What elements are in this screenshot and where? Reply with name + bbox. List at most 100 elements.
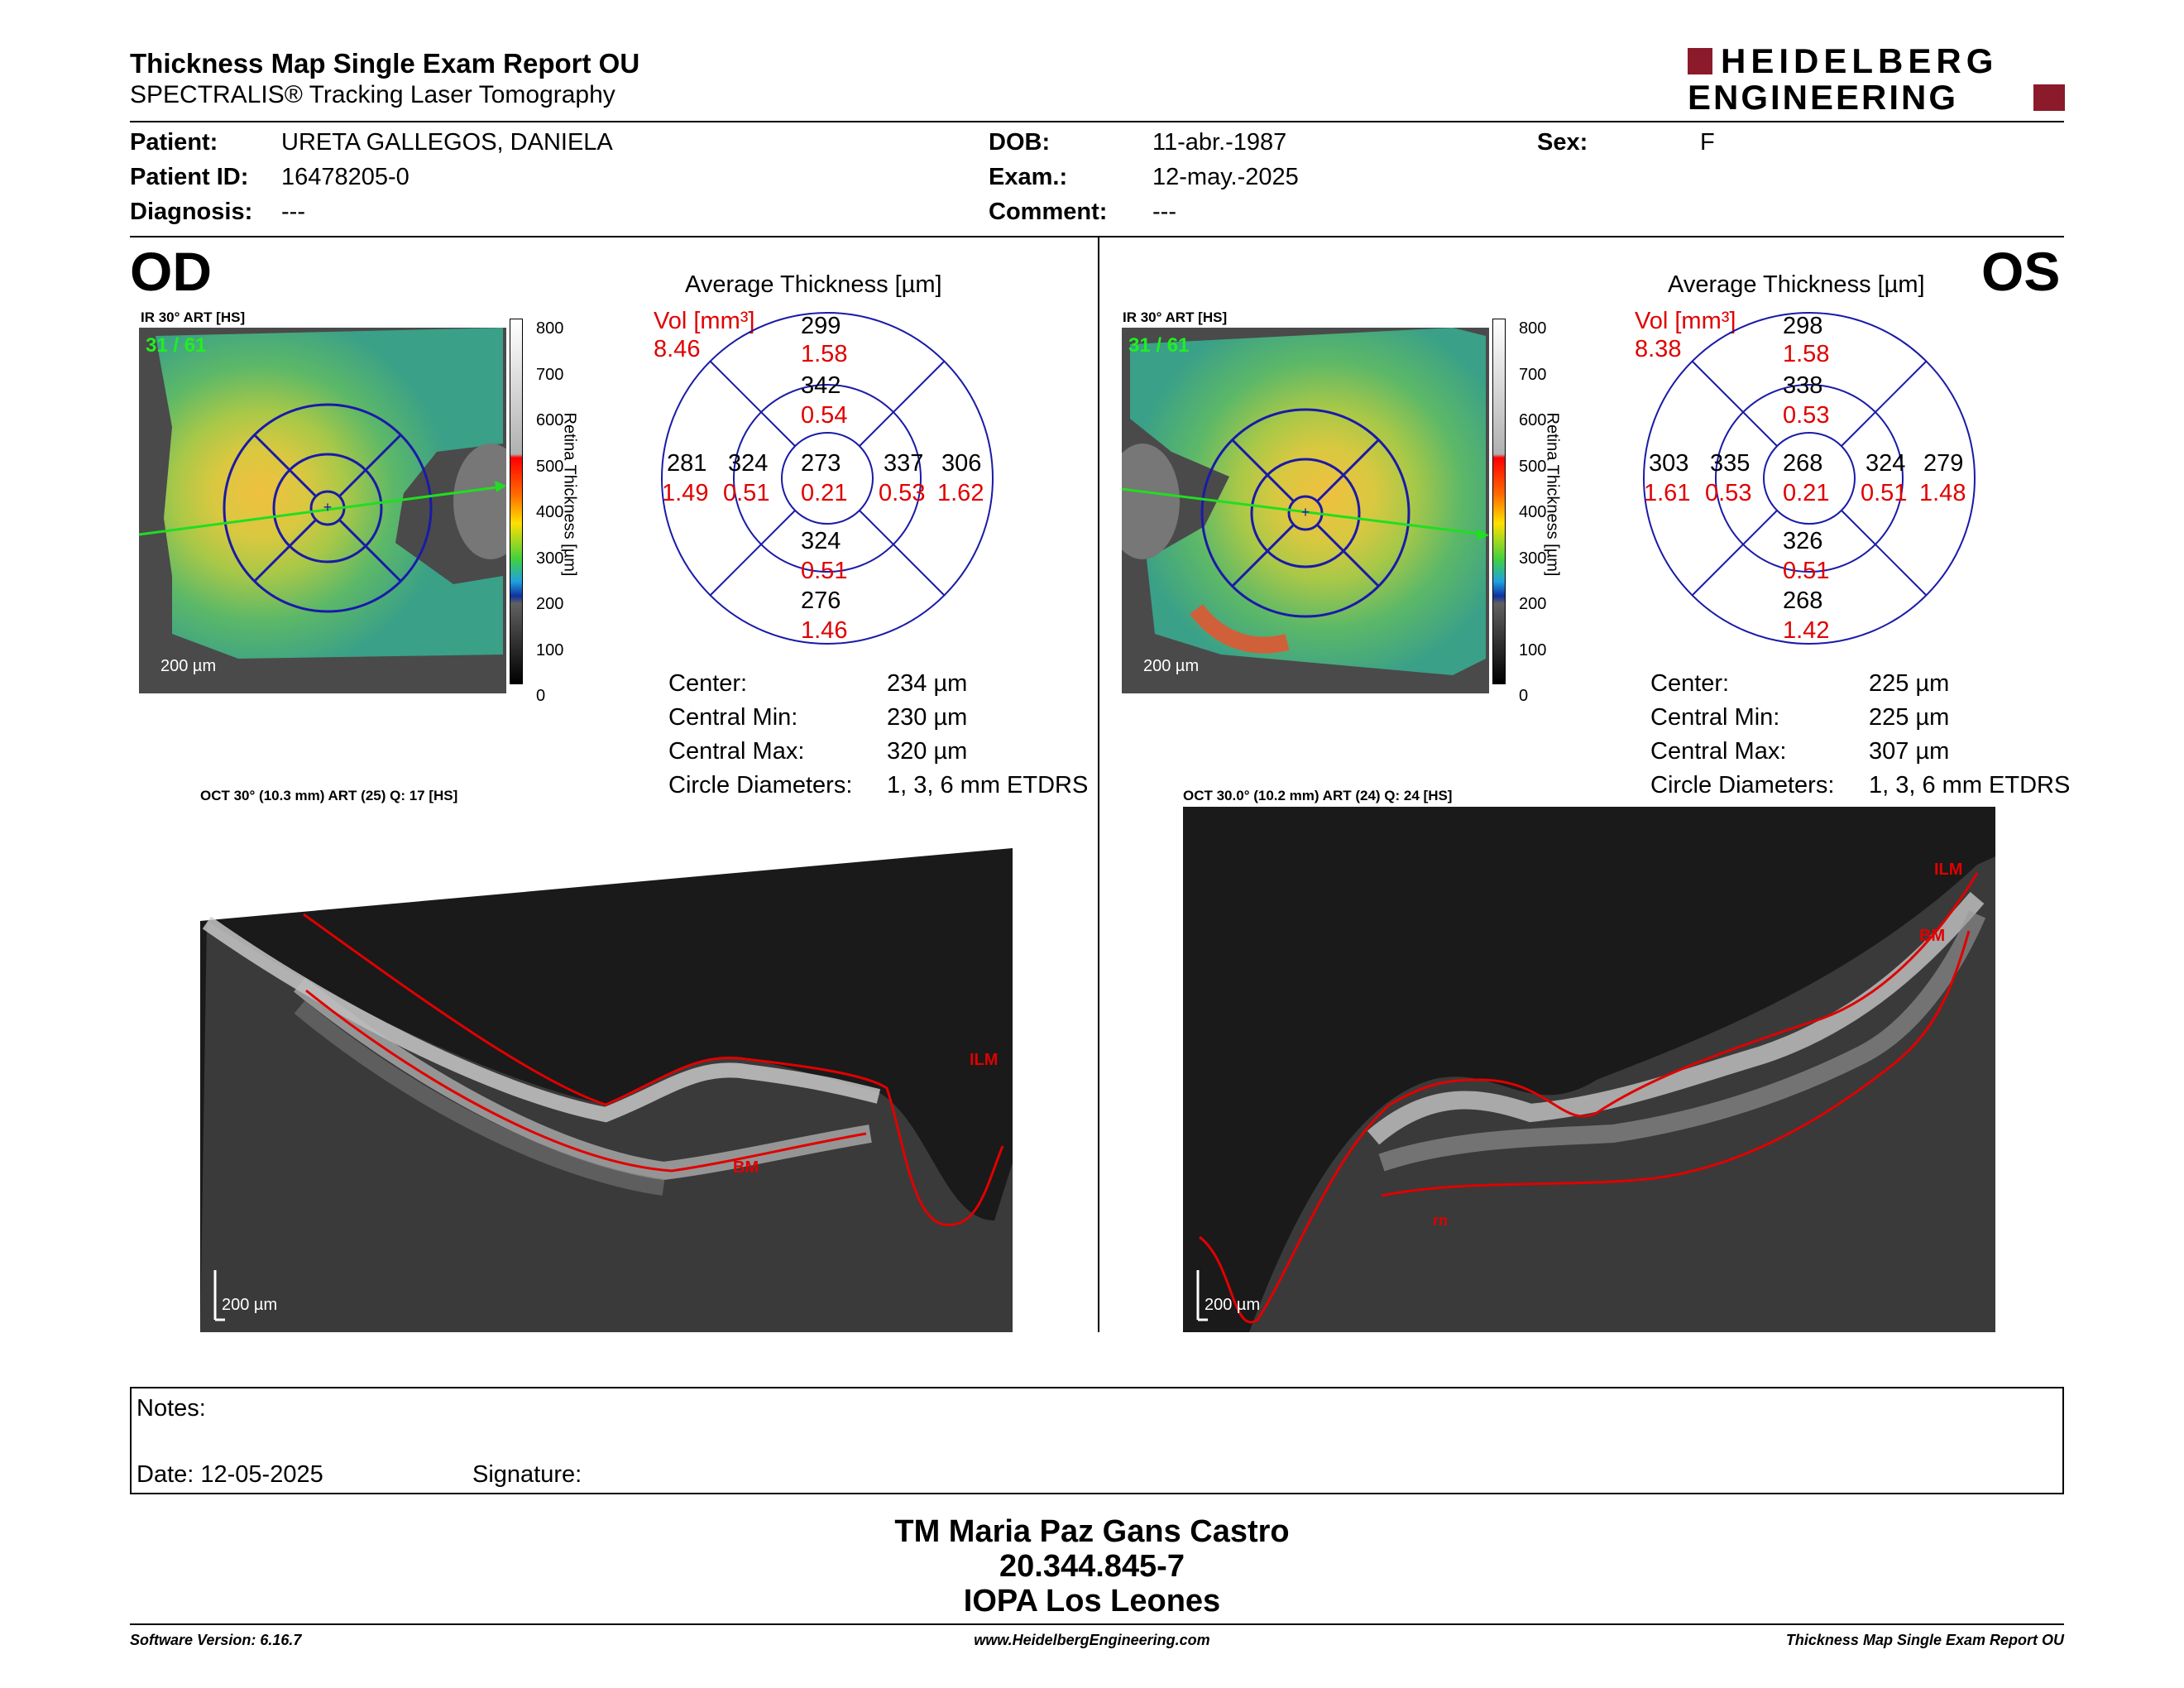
od-center-vol: 0.21 — [801, 480, 848, 506]
patient-name: URETA GALLEGOS, DANIELA — [281, 129, 613, 156]
od-inner-right-vol: 0.53 — [879, 480, 926, 506]
os-outer-left-vol: 1.61 — [1644, 480, 1691, 506]
footer-software: Software Version: 6.16.7 — [130, 1632, 302, 1648]
eye-divider — [1098, 237, 1099, 1332]
od-ir-scale: 200 µm — [160, 657, 217, 675]
od-center-thick: 273 — [801, 450, 841, 477]
od-colorbar — [510, 319, 523, 684]
notes-box[interactable]: Notes: Date: 12-05-2025 Signature: — [130, 1387, 2064, 1494]
os-tick-200: 200 — [1519, 595, 1547, 613]
os-rn-label: rn — [1433, 1212, 1448, 1229]
od-tick-300: 300 — [536, 549, 564, 568]
od-stat-center-label: Center: — [668, 670, 748, 697]
patient-id-label: Patient ID: — [130, 164, 249, 190]
patient-divider — [130, 236, 2064, 237]
heidelberg-logo: HEIDELBERG ENGINEERING — [1688, 41, 2068, 116]
exam-label: Exam.: — [989, 164, 1068, 190]
diagnosis-value: --- — [281, 199, 305, 225]
os-tick-0: 0 — [1519, 687, 1529, 705]
od-tick-200: 200 — [536, 595, 564, 613]
os-inner-inf-thick: 326 — [1783, 528, 1823, 554]
os-colorbar-ticks: 800 700 600 500 400 300 200 100 0 — [1519, 306, 1546, 720]
os-colorbar-label: Retina Thickness [µm] — [1543, 412, 1562, 577]
od-inner-left-vol: 0.51 — [723, 480, 770, 506]
os-inner-sup-vol: 0.53 — [1783, 402, 1830, 429]
date-label: Date: 12-05-2025 — [136, 1461, 323, 1488]
od-tick-400: 400 — [536, 503, 564, 521]
report-subtitle: SPECTRALIS® Tracking Laser Tomography — [130, 81, 615, 108]
os-thickness-map: + — [1122, 328, 1489, 693]
od-ilm-label: ILM — [970, 1051, 999, 1069]
os-bm-label: BM — [1919, 927, 1946, 945]
os-outer-left-thick: 303 — [1649, 450, 1689, 477]
os-oct-bscan — [1183, 807, 1995, 1332]
od-stat-min-label: Central Min: — [668, 704, 798, 731]
sex-value: F — [1700, 129, 1715, 156]
os-center-thick: 268 — [1783, 450, 1823, 477]
od-thickness-map: + — [139, 328, 506, 693]
footer-report: Thickness Map Single Exam Report OU — [1785, 1632, 2064, 1648]
od-outer-sup-vol: 1.58 — [801, 341, 848, 367]
od-tick-500: 500 — [536, 457, 564, 476]
od-oct-bscan — [200, 807, 1013, 1332]
os-ring-title: Average Thickness [µm] — [1668, 271, 1925, 298]
os-tick-500: 500 — [1519, 457, 1547, 476]
od-inner-inf-thick: 324 — [801, 528, 841, 554]
od-oct-scale: 200 µm — [222, 1296, 278, 1314]
od-tick-800: 800 — [536, 319, 564, 338]
os-ir-scale: 200 µm — [1143, 657, 1200, 675]
exam-value: 12-may.-2025 — [1152, 164, 1299, 190]
os-etdrs-grid — [1643, 312, 1976, 645]
os-inner-sup-thick: 338 — [1783, 372, 1823, 399]
os-inner-inf-vol: 0.51 — [1783, 558, 1830, 584]
od-stat-diam-value: 1, 3, 6 mm ETDRS — [887, 772, 1089, 798]
signature-id: 20.344.845-7 — [999, 1549, 1185, 1584]
patient-id: 16478205-0 — [281, 164, 410, 190]
os-inner-right-vol: 0.51 — [1861, 480, 1908, 506]
od-tick-600: 600 — [536, 411, 564, 429]
os-stat-max-value: 307 µm — [1869, 738, 1950, 765]
od-tick-0: 0 — [536, 687, 546, 705]
os-oct-label: OCT 30.0° (10.2 mm) ART (24) Q: 24 [HS] — [1183, 788, 1453, 803]
os-stat-min-label: Central Min: — [1650, 704, 1780, 731]
od-ir-label: IR 30° ART [HS] — [141, 309, 246, 325]
patient-label: Patient: — [130, 129, 218, 156]
notes-label: Notes: — [136, 1395, 206, 1422]
footer-divider — [130, 1623, 2064, 1625]
sex-label: Sex: — [1537, 129, 1588, 156]
od-outer-left-vol: 1.49 — [662, 480, 709, 506]
od-stat-min-value: 230 µm — [887, 704, 968, 731]
os-oct-scale: 200 µm — [1205, 1296, 1261, 1314]
od-tick-700: 700 — [536, 365, 564, 384]
od-etdrs-grid — [661, 312, 994, 645]
os-outer-inf-thick: 268 — [1783, 587, 1823, 614]
od-oct-label: OCT 30° (10.3 mm) ART (25) Q: 17 [HS] — [200, 788, 458, 803]
od-stat-diam-label: Circle Diameters: — [668, 772, 853, 798]
os-tick-100: 100 — [1519, 640, 1547, 659]
svg-text:+: + — [1301, 504, 1310, 520]
od-inner-sup-thick: 342 — [801, 372, 841, 399]
od-outer-right-vol: 1.62 — [937, 480, 984, 506]
logo-text-top: HEIDELBERG — [1721, 41, 1999, 80]
od-bm-label: BM — [733, 1158, 759, 1177]
od-ring-title: Average Thickness [µm] — [685, 271, 942, 298]
od-stat-max-label: Central Max: — [668, 738, 805, 765]
od-inner-right-thick: 337 — [884, 450, 924, 477]
os-outer-right-thick: 279 — [1923, 450, 1964, 477]
os-outer-inf-vol: 1.42 — [1783, 617, 1830, 644]
os-inner-left-vol: 0.53 — [1705, 480, 1752, 506]
dob-value: 11-abr.-1987 — [1152, 129, 1287, 156]
os-outer-sup-thick: 298 — [1783, 313, 1823, 339]
comment-value: --- — [1152, 199, 1176, 225]
header-divider — [130, 121, 2064, 122]
os-tick-300: 300 — [1519, 549, 1547, 568]
od-outer-right-thick: 306 — [941, 450, 982, 477]
os-stat-max-label: Central Max: — [1650, 738, 1787, 765]
footer-url[interactable]: www.HeidelbergEngineering.com — [974, 1632, 1210, 1648]
od-stat-center-value: 234 µm — [887, 670, 968, 697]
os-vol-value: 8.38 — [1635, 336, 1682, 362]
os-tick-400: 400 — [1519, 503, 1547, 521]
os-frame-counter: 31 / 61 — [1128, 334, 1190, 357]
od-outer-inf-vol: 1.46 — [801, 617, 848, 644]
os-outer-right-vol: 1.48 — [1919, 480, 1966, 506]
